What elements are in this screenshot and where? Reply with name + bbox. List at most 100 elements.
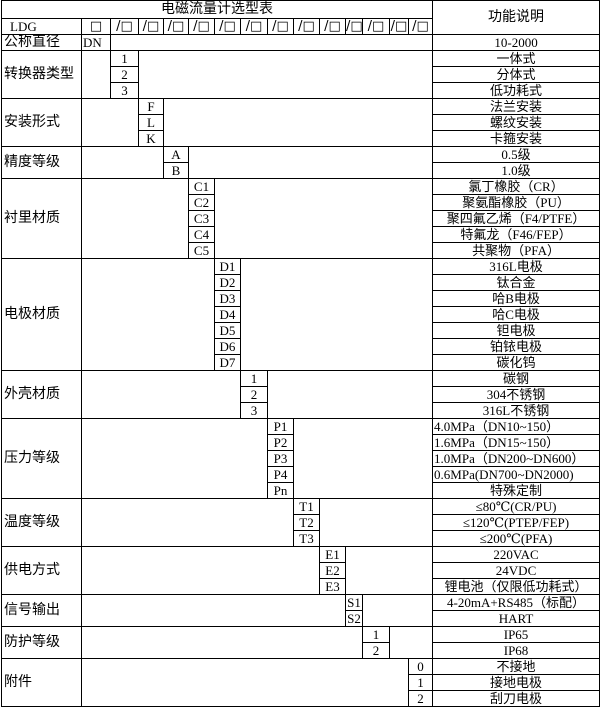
- category-label: 电极材质: [1, 258, 82, 371]
- option-desc: IP68: [432, 642, 600, 659]
- option-desc: 锂电池（仅限低功耗式）: [432, 578, 600, 595]
- option-code: 1: [110, 50, 139, 67]
- blank-cell: [109, 34, 434, 51]
- option-code: S2: [345, 610, 363, 627]
- option-code: D5: [214, 322, 241, 339]
- blank-cell: [239, 258, 434, 371]
- slot-box: /□: [138, 18, 164, 35]
- option-code: D6: [214, 338, 241, 355]
- option-code: C3: [188, 210, 215, 227]
- blank-cell: [81, 50, 111, 99]
- option-code: C4: [188, 226, 215, 243]
- blank-cell: [81, 370, 241, 419]
- option-code: Pn: [267, 482, 294, 499]
- slot-box: /□: [267, 18, 294, 35]
- slot-box: /□: [345, 18, 363, 35]
- option-code: L: [138, 114, 164, 131]
- option-code: P1: [267, 418, 294, 435]
- option-desc: 220VAC: [432, 546, 600, 563]
- option-row: 防护等级 1 IP65: [1, 626, 600, 659]
- blank-cell: [292, 418, 434, 499]
- blank-cell: [344, 546, 434, 595]
- option-code: D2: [214, 274, 241, 291]
- model-prefix: LDG: [1, 18, 82, 35]
- option-desc: 哈C电极: [432, 306, 600, 323]
- category-label: 压力等级: [1, 418, 82, 499]
- option-row: 信号输出 S1 4-20mA+RS485（标配）: [1, 594, 600, 627]
- option-row: D4 哈C电极: [2, 306, 600, 323]
- option-code: T2: [293, 514, 320, 531]
- option-code: D3: [214, 290, 241, 307]
- option-desc: ≤200℃(PFA): [432, 530, 600, 547]
- option-code: P4: [267, 466, 294, 483]
- option-row: C2 聚氨酯橡胶（PU）: [2, 194, 600, 211]
- option-desc: 1.0级: [432, 162, 600, 179]
- category-label: 安装形式: [1, 98, 82, 147]
- option-row: 供电方式 E1 220VAC: [1, 546, 600, 595]
- slot-box: /□: [240, 18, 268, 35]
- option-row: P2 1.6MPa（DN15~150）: [2, 434, 600, 451]
- option-row: 2 分体式: [2, 66, 600, 83]
- blank-cell: [81, 626, 363, 659]
- category-label: 衬里材质: [1, 178, 82, 259]
- option-desc: 氯丁橡胶（CR）: [432, 178, 600, 195]
- option-desc: 24VDC: [432, 562, 600, 579]
- nominal-label: 公称直径: [1, 34, 82, 51]
- option-row: L 螺纹安装: [2, 114, 600, 131]
- option-row: E3 锂电池（仅限低功耗式）: [2, 578, 600, 595]
- option-code: P3: [267, 450, 294, 467]
- option-code: 3: [110, 82, 139, 99]
- option-desc: 316L不锈钢: [432, 402, 600, 419]
- option-desc: 螺纹安装: [432, 114, 600, 131]
- slot-box: /□: [389, 18, 409, 35]
- blank-cell: [361, 594, 434, 627]
- blank-cell: [81, 658, 409, 707]
- option-row: 2 304不锈钢: [2, 386, 600, 403]
- category-label: 附件: [1, 658, 82, 707]
- option-row: T2 ≤120℃(PTEP/FEP): [2, 514, 600, 531]
- option-code: K: [138, 130, 164, 147]
- dn-box: □: [81, 18, 111, 35]
- blank-cell: [137, 50, 434, 99]
- option-desc: 哈B电极: [432, 290, 600, 307]
- option-code: B: [163, 162, 189, 179]
- option-desc: 特氟龙（F46/FEP）: [432, 226, 600, 243]
- blank-cell: [81, 546, 320, 595]
- option-desc: ≤80℃(CR/PU): [432, 498, 600, 515]
- option-desc: 0.5级: [432, 146, 600, 163]
- nominal-code: DN: [81, 34, 111, 51]
- blank-cell: [187, 146, 434, 179]
- option-code: C5: [188, 242, 215, 259]
- nominal-row: 公称直径 DN 10-2000: [1, 34, 600, 51]
- category-label: 供电方式: [1, 546, 82, 595]
- nominal-desc: 10-2000: [432, 34, 600, 51]
- option-desc: 法兰安装: [432, 98, 600, 115]
- option-row: 温度等级 T1 ≤80℃(CR/PU): [1, 498, 600, 547]
- option-code: E1: [319, 546, 346, 563]
- category-label: 转换器类型: [1, 50, 82, 99]
- slot-box: /□: [188, 18, 215, 35]
- blank-cell: [266, 370, 434, 419]
- blank-cell: [162, 98, 434, 147]
- option-row: D5 钽电极: [2, 322, 600, 339]
- option-code: P2: [267, 434, 294, 451]
- option-desc: 碳化钨: [432, 354, 600, 371]
- option-desc: 304不锈钢: [432, 386, 600, 403]
- model-code-row: LDG □ /□/□/□/□/□/□/□/□/□/□/□/□/□: [1, 18, 600, 35]
- option-desc: 316L电极: [432, 258, 600, 275]
- function-header: 功能说明: [432, 0, 600, 35]
- option-desc: 刮刀电极: [432, 690, 600, 707]
- option-desc: 聚氨酯橡胶（PU）: [432, 194, 600, 211]
- option-code: C1: [188, 178, 215, 195]
- option-desc: ≤120℃(PTEP/FEP): [432, 514, 600, 531]
- option-desc: 接地电极: [432, 674, 600, 691]
- slot-box: /□: [110, 18, 139, 35]
- option-row: 压力等级 P1 4.0MPa（DN10~150）: [1, 418, 600, 499]
- option-code: 2: [362, 642, 390, 659]
- option-code: 1: [407, 674, 434, 691]
- option-row: 衬里材质 C1 氯丁橡胶（CR）: [1, 178, 600, 259]
- option-desc: 共聚物（PFA）: [432, 242, 600, 259]
- blank-cell: [81, 146, 164, 179]
- option-row: 附件 0 不接地: [1, 658, 600, 707]
